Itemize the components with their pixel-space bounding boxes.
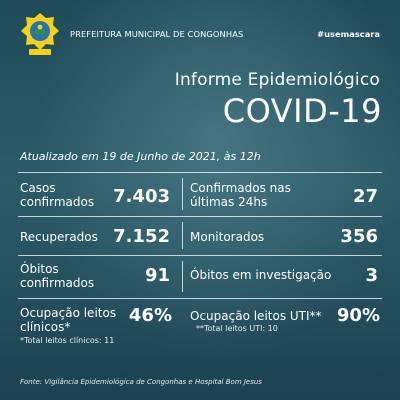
stat-label-ocupacao-uti: Ocupação leitos UTI**: [190, 309, 322, 323]
column-divider: [182, 222, 183, 249]
stat-value-monitorados: 356: [340, 226, 378, 247]
stat-value-recuperados: 7.152: [113, 226, 170, 247]
column-divider: [182, 178, 183, 210]
stat-label-obitos-investigacao: Óbitos em investigação: [190, 268, 332, 282]
note-leitos-uti: **Total leitos UTI: 10: [196, 324, 278, 333]
header: PREFEITURA MUNICIPAL DE CONGONHAS #usema…: [0, 0, 400, 60]
stat-label-ocupacao-clinicos: Ocupação leitos clínicos*: [20, 306, 117, 334]
stat-value-obitos: 91: [144, 265, 170, 286]
stat-value-confirmados-24h: 27: [352, 186, 378, 207]
stat-label-obitos: Óbitos confirmados: [20, 262, 95, 290]
divider-line: [18, 172, 382, 173]
column-divider: [182, 261, 183, 292]
divider-line: [18, 216, 382, 217]
org-name: PREFEITURA MUNICIPAL DE CONGONHAS: [70, 29, 244, 39]
bulletin-title: COVID-19: [222, 92, 382, 130]
hashtag: #usemascara: [317, 29, 380, 39]
stat-value-casos: 7.403: [113, 186, 170, 207]
divider-line: [18, 255, 382, 256]
stat-value-ocupacao-clinicos: 46%: [128, 305, 172, 326]
divider-line: [18, 298, 382, 299]
bulletin-subtitle: Informe Epidemiológico: [174, 70, 380, 90]
stat-label-recuperados: Recuperados: [20, 230, 98, 244]
city-crest-icon: [21, 13, 59, 55]
stat-label-monitorados: Monitorados: [190, 230, 265, 244]
stat-value-obitos-investigacao: 3: [365, 265, 378, 286]
stat-label-confirmados-24h: Confirmados nas últimas 24hs: [190, 181, 291, 209]
source-footnote: Fonte: Vigilância Epidemiológica de Cong…: [20, 378, 262, 386]
note-leitos-clinicos: *Total leitos clínicos: 11: [20, 336, 115, 345]
stat-label-casos: Casos confirmados: [20, 181, 95, 209]
stat-value-ocupacao-uti: 90%: [336, 305, 380, 326]
update-timestamp: Atualizado em 19 de Junho de 2021, às 12…: [20, 150, 261, 163]
